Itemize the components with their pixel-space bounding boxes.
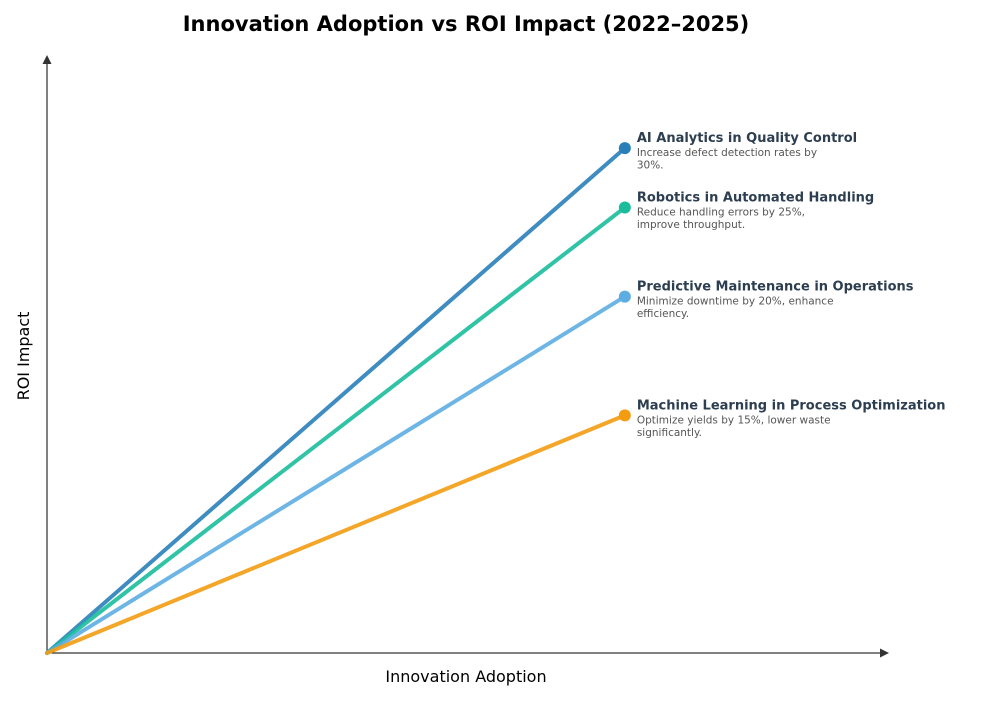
series-line [45,413,627,655]
series-label: AI Analytics in Quality Control [637,131,857,146]
x-axis-label: Innovation Adoption [385,667,546,686]
series-0: AI Analytics in Quality ControlIncrease … [45,131,857,655]
series-description: Minimize downtime by 20%, enhance [637,296,834,308]
series-label: Machine Learning in Process Optimization [637,398,946,413]
series-line [45,205,627,655]
x-axis-arrow-icon [880,648,889,658]
series-description: Increase defect detection rates by [637,147,817,159]
series-group: AI Analytics in Quality ControlIncrease … [45,131,946,655]
series-description: significantly. [637,427,702,439]
series-end-marker [618,142,631,155]
series-end-marker [618,201,631,214]
series-label: Robotics in Automated Handling [637,191,874,206]
series-end-marker [618,409,631,422]
series-description: improve throughput. [637,219,745,231]
axes [42,55,889,658]
series-label: Predictive Maintenance in Operations [637,280,914,295]
series-2: Predictive Maintenance in OperationsMini… [45,280,914,655]
series-description: Optimize yields by 15%, lower waste [637,414,831,426]
series-description: Reduce handling errors by 25%, [637,207,805,219]
y-axis-arrow-icon [42,55,52,64]
series-3: Machine Learning in Process Optimization… [45,398,946,655]
series-line [45,146,627,655]
chart-title: Innovation Adoption vs ROI Impact (2022–… [183,12,750,36]
series-end-marker [618,290,631,303]
series-description: efficiency. [637,308,689,320]
y-axis-label: ROI Impact [14,312,33,401]
series-description: 30%. [637,160,664,172]
series-line [45,294,627,655]
